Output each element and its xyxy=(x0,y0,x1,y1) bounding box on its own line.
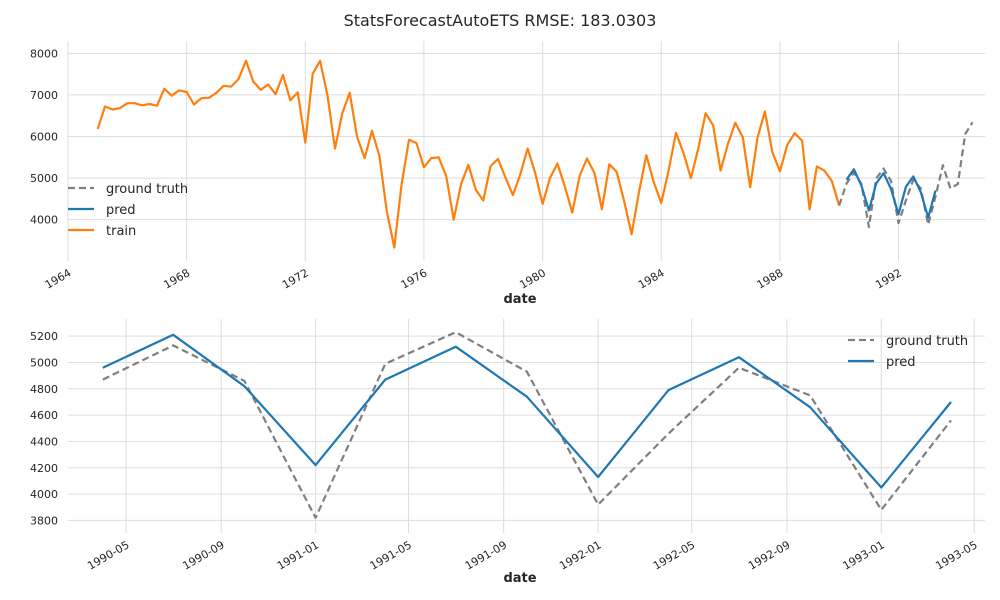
x-tick-label: 1992 xyxy=(873,266,904,291)
series-line-train xyxy=(96,59,841,249)
x-tick-label: 1991-05 xyxy=(368,538,414,572)
series-lines xyxy=(96,59,974,249)
legend-label: ground truth xyxy=(886,334,968,349)
y-axis: 4000 5000 6000 7000 8000 xyxy=(30,47,58,226)
gridlines xyxy=(67,41,985,261)
legend-label: train xyxy=(106,224,136,239)
x-tick-label: 1993-01 xyxy=(840,538,886,572)
x-tick-label: 1993-05 xyxy=(933,538,979,572)
x-axis: 1964 1968 1972 1976 1980 1984 1988 1992 xyxy=(43,266,904,291)
chart-bottom: 3800 4000 4200 4400 4600 4800 5000 5200 1990-05… xyxy=(30,319,985,586)
x-axis-label: date xyxy=(503,571,536,586)
y-tick-label: 4400 xyxy=(30,435,58,448)
y-tick-label: 4800 xyxy=(30,383,58,396)
y-tick-label: 5200 xyxy=(30,330,58,343)
legend-label: pred xyxy=(106,203,136,218)
series-line-pred xyxy=(845,168,937,219)
y-tick-label: 5000 xyxy=(30,172,58,185)
y-tick-label: 7000 xyxy=(30,89,58,102)
x-axis: 1990-05 1990-09 1991-01 1991-05 1991-09 1992-… xyxy=(85,538,979,572)
x-tick-label: 1980 xyxy=(517,266,548,291)
y-tick-label: 5000 xyxy=(30,356,58,369)
x-tick-label: 1976 xyxy=(399,266,430,291)
y-tick-label: 4200 xyxy=(30,462,58,475)
x-tick-label: 1984 xyxy=(636,266,667,291)
series-line-pred xyxy=(102,333,952,489)
y-tick-label: 4600 xyxy=(30,409,58,422)
y-tick-label: 6000 xyxy=(30,130,58,143)
y-tick-label: 3800 xyxy=(30,514,58,527)
y-tick-label: 4000 xyxy=(30,214,58,227)
series-line-ground-truth xyxy=(838,121,974,229)
y-tick-label: 4000 xyxy=(30,488,58,501)
figure-title: StatsForecastAutoETS RMSE: 183.0303 xyxy=(344,11,657,30)
y-axis: 3800 4000 4200 4400 4600 4800 5000 5200 xyxy=(30,330,58,527)
series-line-ground-truth xyxy=(102,331,952,519)
x-tick-label: 1992-09 xyxy=(746,538,792,572)
x-axis-label: date xyxy=(503,292,536,307)
chart-top: 4000 5000 6000 7000 8000 1964 1968 1972 1976 198… xyxy=(30,41,985,307)
legend-label: ground truth xyxy=(106,182,188,197)
y-tick-label: 8000 xyxy=(30,47,58,60)
x-tick-label: 1992-01 xyxy=(557,538,603,572)
x-tick-label: 1968 xyxy=(161,266,192,291)
x-tick-label: 1972 xyxy=(280,266,311,291)
legend: ground truth pred train xyxy=(68,182,188,239)
x-tick-label: 1964 xyxy=(43,266,74,291)
legend-label: pred xyxy=(886,355,916,370)
x-tick-label: 1990-09 xyxy=(180,538,226,572)
x-tick-label: 1990-05 xyxy=(85,538,131,572)
series-lines xyxy=(102,331,952,519)
x-tick-label: 1991-09 xyxy=(463,538,509,572)
legend: ground truth pred xyxy=(848,334,968,370)
gridlines xyxy=(68,319,985,533)
x-tick-label: 1988 xyxy=(755,266,786,291)
x-tick-label: 1991-01 xyxy=(275,538,321,572)
x-tick-label: 1992-05 xyxy=(651,538,697,572)
